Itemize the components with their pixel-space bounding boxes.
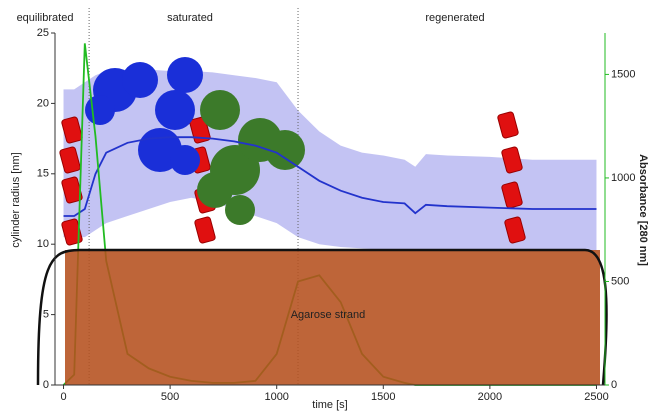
protein-blob: [170, 145, 200, 175]
phase-label: saturated: [167, 12, 213, 24]
y2-tick-label: 1000: [611, 172, 635, 184]
y2-tick-label: 0: [611, 379, 617, 391]
x-tick-label: 2000: [478, 391, 502, 403]
cylinder-icon: [59, 146, 81, 174]
y-tick-label: 0: [43, 379, 49, 391]
y2-tick-label: 500: [611, 275, 629, 287]
protein-blob: [155, 90, 195, 130]
agarose-strand: [65, 250, 600, 385]
y-tick-label: 20: [37, 97, 49, 109]
x-tick-label: 1500: [371, 391, 395, 403]
cylinder-icon: [501, 181, 523, 209]
antibody-blob: [265, 130, 305, 170]
agarose-outline: [36, 248, 608, 386]
cylinder-icon: [189, 116, 211, 144]
y-tick-label: 15: [37, 168, 49, 180]
x-tick-label: 2500: [584, 391, 608, 403]
antibody-blob: [225, 195, 255, 225]
protein-blob: [167, 57, 203, 93]
y2-tick-label: 1500: [611, 68, 635, 80]
y-tick-label: 25: [37, 27, 49, 39]
cylinder-icon: [501, 146, 523, 174]
antibody-blob: [200, 90, 240, 130]
phase-label: regenerated: [425, 12, 484, 24]
x-tick-label: 0: [60, 391, 66, 403]
cylinder-icon: [61, 116, 83, 144]
protein-blob: [122, 62, 158, 98]
phase-label: equilibrated: [17, 12, 74, 24]
strand-label: Agarose strand: [291, 309, 366, 321]
protein-blob: [85, 95, 115, 125]
cylinder-icon: [504, 216, 526, 244]
cylinder-icon: [497, 111, 519, 139]
data-line: [63, 136, 597, 217]
cylinder-icon: [194, 216, 216, 244]
y-tick-label: 5: [43, 309, 49, 321]
y-axis-label: cylinder radius [nm]: [10, 152, 22, 247]
y2-axis-label: Absorbance [280 nm]: [637, 154, 649, 266]
x-tick-label: 500: [161, 391, 179, 403]
x-axis-label: time [s]: [312, 399, 347, 411]
decoration: [59, 57, 526, 246]
antibody-blob: [197, 172, 233, 208]
y-tick-label: 10: [37, 238, 49, 250]
x-tick-label: 1000: [264, 391, 288, 403]
